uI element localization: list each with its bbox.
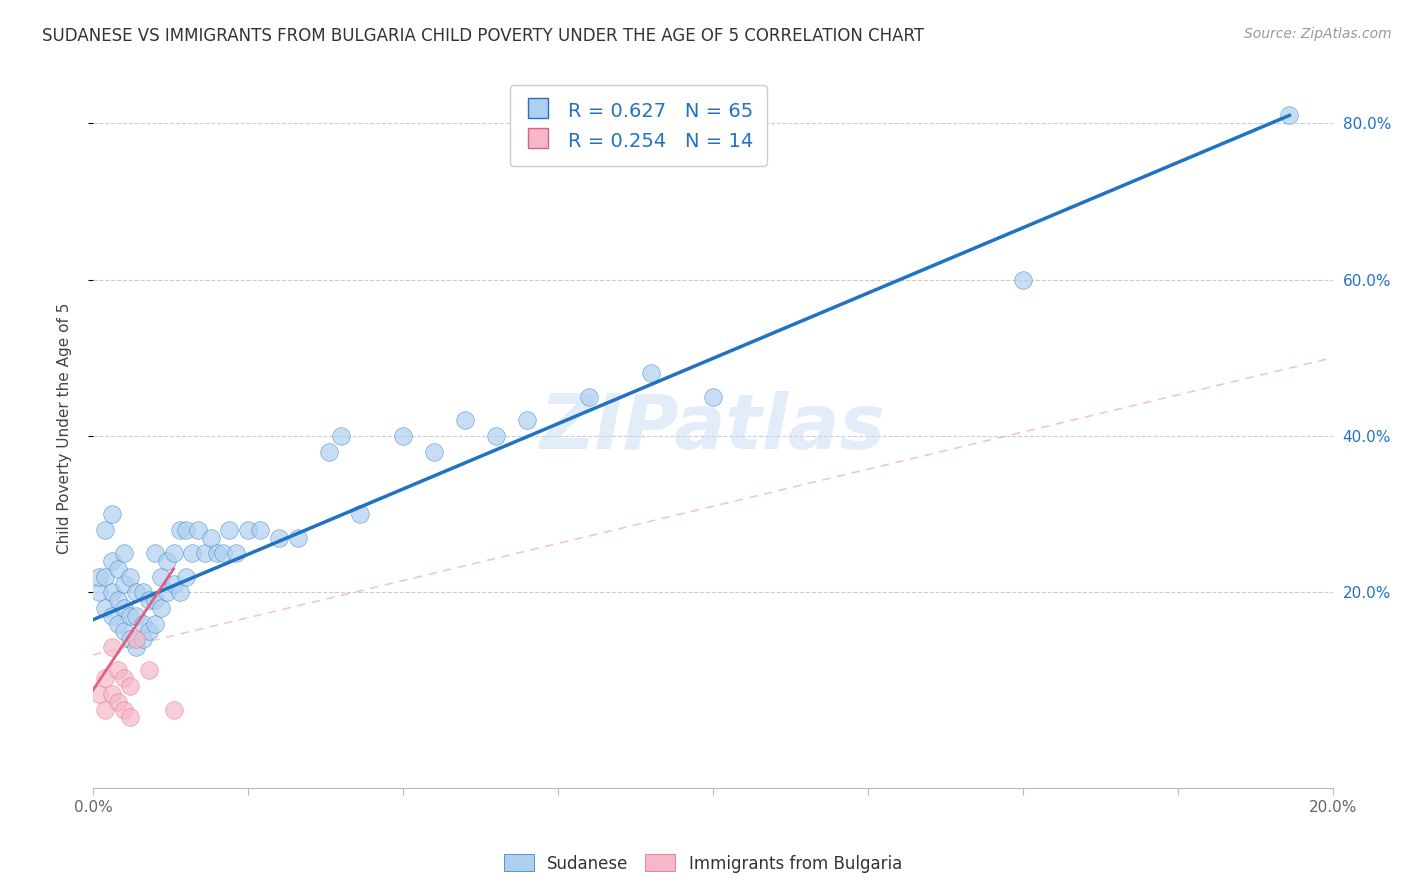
Point (138, 624, 160, 639)
Point (143, 616, 166, 631)
Point (1278, 108, 1301, 122)
Point (89, 569, 111, 583)
Point (112, 577, 135, 591)
Point (702, 390, 724, 404)
Point (120, 608, 142, 623)
Point (100, 687, 122, 701)
Point (169, 523, 191, 537)
Point (205, 546, 228, 560)
Point (107, 695, 129, 709)
Point (138, 593, 160, 607)
Legend: Sudanese, Immigrants from Bulgaria: Sudanese, Immigrants from Bulgaria (498, 847, 908, 880)
Point (125, 640, 148, 654)
Point (143, 593, 166, 607)
Point (1011, 272, 1033, 286)
Point (187, 523, 209, 537)
Point (120, 632, 142, 647)
Point (107, 562, 129, 576)
Point (318, 444, 340, 458)
Point (454, 413, 477, 427)
Point (194, 546, 217, 560)
Legend: R = 0.627   N = 65, R = 0.254   N = 14: R = 0.627 N = 65, R = 0.254 N = 14 (510, 86, 768, 166)
Point (150, 569, 173, 583)
Point (120, 569, 142, 583)
Point (107, 593, 129, 607)
Point (640, 367, 662, 381)
Text: ZIPatlas: ZIPatlas (540, 391, 886, 465)
Point (131, 616, 153, 631)
Point (125, 585, 148, 599)
Point (150, 601, 173, 615)
Point (125, 632, 148, 647)
Point (174, 523, 197, 537)
Point (143, 546, 166, 560)
Point (112, 546, 135, 560)
Point (112, 624, 135, 639)
Point (349, 507, 371, 521)
Point (94, 671, 117, 685)
Point (330, 429, 353, 443)
Point (181, 546, 204, 560)
Point (94, 569, 117, 583)
Point (100, 554, 122, 568)
Point (89, 585, 111, 599)
Point (174, 569, 197, 583)
Point (94, 601, 117, 615)
Text: SUDANESE VS IMMIGRANTS FROM BULGARIA CHILD POVERTY UNDER THE AGE OF 5 CORRELATIO: SUDANESE VS IMMIGRANTS FROM BULGARIA CHI… (42, 27, 924, 45)
Point (236, 523, 259, 537)
Point (89, 687, 111, 701)
Point (267, 531, 290, 545)
Point (200, 531, 222, 545)
Point (100, 608, 122, 623)
Point (212, 546, 235, 560)
Point (225, 546, 247, 560)
Y-axis label: Child Poverty Under the Age of 5: Child Poverty Under the Age of 5 (58, 302, 72, 554)
Point (156, 554, 179, 568)
Point (423, 444, 446, 458)
Point (100, 507, 122, 521)
Point (249, 523, 271, 537)
Point (162, 577, 184, 591)
Point (392, 429, 415, 443)
Point (156, 585, 179, 599)
Point (516, 413, 538, 427)
Point (120, 710, 142, 724)
Point (100, 640, 122, 654)
Point (485, 429, 508, 443)
Text: Source: ZipAtlas.com: Source: ZipAtlas.com (1244, 27, 1392, 41)
Point (169, 585, 191, 599)
Point (578, 390, 600, 404)
Point (107, 664, 129, 678)
Point (112, 601, 135, 615)
Point (107, 616, 129, 631)
Point (112, 671, 135, 685)
Point (162, 702, 184, 716)
Point (287, 531, 309, 545)
Point (94, 523, 117, 537)
Point (131, 585, 153, 599)
Point (162, 546, 184, 560)
Point (120, 679, 142, 693)
Point (218, 523, 240, 537)
Point (125, 608, 148, 623)
Point (138, 664, 160, 678)
Point (112, 702, 135, 716)
Point (131, 632, 153, 647)
Point (100, 585, 122, 599)
Point (94, 702, 117, 716)
